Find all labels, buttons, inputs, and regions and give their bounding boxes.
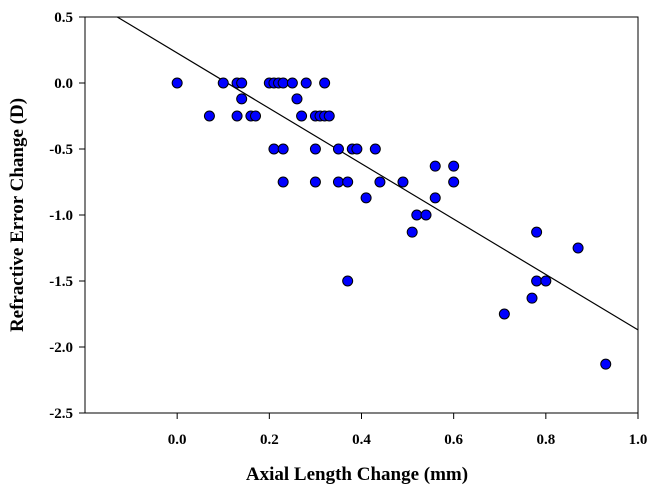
data-point bbox=[420, 209, 432, 221]
x-tick-label: 0.2 bbox=[260, 432, 279, 448]
data-point bbox=[351, 143, 363, 155]
data-points bbox=[171, 77, 612, 370]
y-tick-label: -2.0 bbox=[49, 340, 73, 356]
data-point bbox=[406, 226, 418, 238]
data-point bbox=[531, 275, 543, 287]
y-tick-label: -1.5 bbox=[49, 274, 73, 290]
data-point bbox=[300, 77, 312, 89]
data-point bbox=[332, 176, 344, 188]
data-point bbox=[309, 143, 321, 155]
x-tick-label: 0.0 bbox=[168, 432, 187, 448]
data-point bbox=[526, 292, 538, 304]
x-tick-label: 0.8 bbox=[536, 432, 555, 448]
data-point bbox=[498, 308, 510, 320]
data-point bbox=[236, 77, 248, 89]
data-point bbox=[540, 275, 552, 287]
x-axis-title: Axial Length Change (mm) bbox=[246, 464, 468, 485]
data-point bbox=[203, 110, 215, 122]
data-point bbox=[231, 110, 243, 122]
plot-area bbox=[84, 16, 639, 414]
y-tick-labels: 0.5 0.0 -0.5 -1.0 -1.5 -2.0 -2.5 bbox=[49, 10, 73, 422]
data-point bbox=[448, 160, 460, 172]
data-point bbox=[374, 176, 386, 188]
data-point bbox=[171, 77, 183, 89]
data-point bbox=[277, 143, 289, 155]
x-tick-labels: 0.0 0.2 0.4 0.6 0.8 1.0 bbox=[168, 432, 648, 448]
y-tick-label: 0.0 bbox=[54, 76, 73, 92]
regression-line-layer bbox=[116, 16, 639, 331]
y-tick-label: -1.0 bbox=[49, 208, 73, 224]
data-point bbox=[572, 242, 584, 254]
data-point bbox=[411, 209, 423, 221]
data-point bbox=[342, 176, 354, 188]
data-point bbox=[291, 93, 303, 105]
data-point bbox=[319, 77, 331, 89]
data-point bbox=[342, 275, 354, 287]
y-tick-label: 0.5 bbox=[54, 10, 73, 26]
data-point bbox=[360, 192, 372, 204]
regression-line bbox=[116, 16, 639, 331]
data-point bbox=[277, 176, 289, 188]
data-point bbox=[600, 358, 612, 370]
data-point bbox=[268, 143, 280, 155]
x-tick-label: 0.6 bbox=[444, 432, 463, 448]
data-point bbox=[429, 160, 441, 172]
x-tick-label: 0.4 bbox=[352, 432, 371, 448]
data-point bbox=[448, 176, 460, 188]
data-point bbox=[323, 110, 335, 122]
data-point bbox=[531, 226, 543, 238]
data-point bbox=[397, 176, 409, 188]
data-point bbox=[309, 176, 321, 188]
data-point bbox=[250, 110, 262, 122]
plot-border bbox=[84, 16, 639, 414]
x-tick-label: 1.0 bbox=[629, 432, 648, 448]
data-point bbox=[286, 77, 298, 89]
data-point bbox=[429, 192, 441, 204]
y-tick-label: -2.5 bbox=[49, 406, 73, 422]
data-point bbox=[296, 110, 308, 122]
axis-ticks bbox=[79, 16, 639, 419]
data-point bbox=[217, 77, 229, 89]
data-point bbox=[332, 143, 344, 155]
data-point bbox=[369, 143, 381, 155]
data-point bbox=[277, 77, 289, 89]
y-axis-title: Refractive Error Change (D) bbox=[7, 98, 28, 332]
y-tick-label: -0.5 bbox=[49, 142, 73, 158]
data-point bbox=[236, 93, 248, 105]
